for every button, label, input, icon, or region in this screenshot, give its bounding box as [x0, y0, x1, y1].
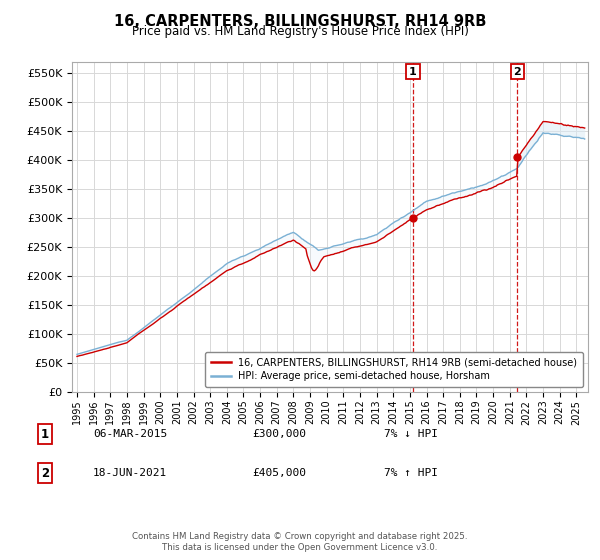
Text: 2: 2 — [514, 67, 521, 77]
Text: Contains HM Land Registry data © Crown copyright and database right 2025.
This d: Contains HM Land Registry data © Crown c… — [132, 532, 468, 552]
Text: £300,000: £300,000 — [252, 429, 306, 439]
Text: 7% ↑ HPI: 7% ↑ HPI — [384, 468, 438, 478]
Text: 16, CARPENTERS, BILLINGSHURST, RH14 9RB: 16, CARPENTERS, BILLINGSHURST, RH14 9RB — [114, 14, 486, 29]
Text: 2: 2 — [41, 466, 49, 480]
Text: 18-JUN-2021: 18-JUN-2021 — [93, 468, 167, 478]
Legend: 16, CARPENTERS, BILLINGSHURST, RH14 9RB (semi-detached house), HPI: Average pric: 16, CARPENTERS, BILLINGSHURST, RH14 9RB … — [205, 352, 583, 387]
Text: 06-MAR-2015: 06-MAR-2015 — [93, 429, 167, 439]
Text: 1: 1 — [409, 67, 417, 77]
Text: 7% ↓ HPI: 7% ↓ HPI — [384, 429, 438, 439]
Text: £405,000: £405,000 — [252, 468, 306, 478]
Text: 1: 1 — [41, 427, 49, 441]
Text: Price paid vs. HM Land Registry's House Price Index (HPI): Price paid vs. HM Land Registry's House … — [131, 25, 469, 38]
